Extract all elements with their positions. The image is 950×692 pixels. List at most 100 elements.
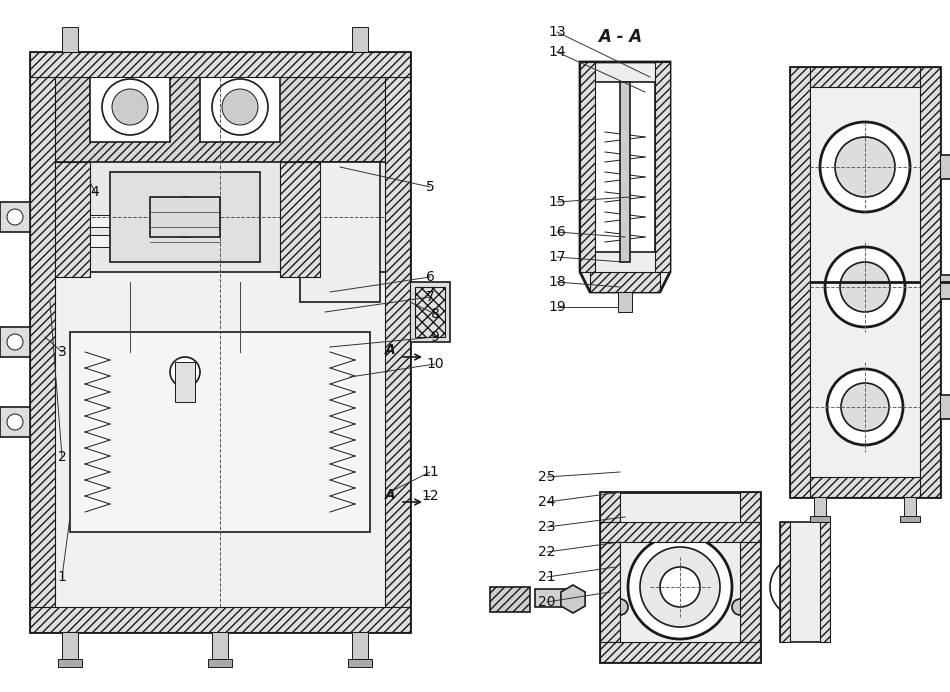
Bar: [62, 27, 78, 52]
Bar: [920, 67, 940, 497]
Bar: [490, 587, 530, 612]
Text: 20: 20: [539, 595, 556, 609]
Circle shape: [827, 369, 903, 445]
Bar: [50, 162, 90, 277]
Bar: [410, 282, 450, 342]
Bar: [595, 82, 655, 252]
Text: 7: 7: [426, 290, 434, 304]
Bar: [790, 67, 940, 87]
Text: 15: 15: [548, 195, 566, 209]
Text: 22: 22: [539, 545, 556, 559]
Bar: [820, 522, 830, 642]
Text: 14: 14: [548, 45, 566, 59]
Circle shape: [835, 137, 895, 197]
Circle shape: [102, 79, 158, 135]
Bar: [280, 162, 320, 277]
Bar: [40, 62, 400, 172]
Bar: [600, 642, 760, 662]
Bar: [208, 659, 232, 667]
Text: 25: 25: [539, 470, 556, 484]
Bar: [90, 72, 170, 142]
Polygon shape: [580, 62, 670, 292]
Text: 8: 8: [430, 307, 440, 321]
Text: 9: 9: [430, 330, 440, 344]
Circle shape: [7, 414, 23, 430]
Bar: [30, 607, 410, 632]
Circle shape: [825, 247, 905, 327]
Bar: [352, 632, 368, 662]
Text: 16: 16: [548, 225, 566, 239]
Bar: [790, 67, 940, 497]
Bar: [780, 522, 790, 642]
Bar: [175, 362, 195, 402]
Bar: [620, 82, 630, 262]
Bar: [30, 52, 410, 77]
Text: 4: 4: [90, 185, 100, 199]
Text: 1: 1: [58, 570, 66, 584]
Circle shape: [7, 334, 23, 350]
Bar: [60, 235, 110, 247]
Text: 18: 18: [548, 275, 566, 289]
Circle shape: [840, 262, 890, 312]
Bar: [590, 272, 660, 292]
Bar: [780, 522, 830, 642]
Text: 10: 10: [427, 357, 444, 371]
Bar: [655, 62, 670, 272]
Bar: [385, 52, 410, 632]
Bar: [348, 659, 372, 667]
Bar: [58, 659, 82, 667]
Text: 11: 11: [421, 465, 439, 479]
Bar: [0, 202, 30, 232]
Bar: [30, 52, 55, 632]
Bar: [790, 67, 810, 497]
Text: 12: 12: [421, 489, 439, 503]
Text: A: A: [385, 343, 396, 357]
Bar: [300, 162, 380, 302]
Bar: [535, 589, 565, 607]
Bar: [0, 407, 30, 437]
Bar: [790, 477, 940, 497]
Bar: [900, 516, 920, 522]
Text: A - A: A - A: [598, 28, 642, 46]
Bar: [618, 292, 632, 312]
Bar: [904, 497, 916, 517]
Bar: [200, 72, 280, 142]
Circle shape: [173, 205, 197, 229]
Circle shape: [841, 383, 889, 431]
Bar: [600, 492, 760, 662]
Bar: [814, 497, 826, 517]
Bar: [150, 197, 220, 237]
Text: 3: 3: [58, 345, 66, 359]
Bar: [415, 287, 445, 337]
Circle shape: [222, 89, 258, 125]
Bar: [580, 62, 595, 272]
Bar: [50, 162, 390, 272]
Circle shape: [820, 122, 910, 212]
Bar: [60, 215, 110, 227]
Bar: [600, 492, 620, 662]
Text: 13: 13: [548, 25, 566, 39]
Bar: [0, 327, 30, 357]
Circle shape: [617, 274, 633, 290]
Polygon shape: [560, 585, 585, 613]
Bar: [62, 632, 78, 662]
Text: 6: 6: [426, 270, 434, 284]
Circle shape: [660, 567, 700, 607]
Bar: [810, 516, 830, 522]
Text: 19: 19: [548, 300, 566, 314]
Circle shape: [7, 209, 23, 225]
Circle shape: [170, 357, 200, 387]
Circle shape: [628, 535, 732, 639]
Circle shape: [165, 197, 205, 237]
Circle shape: [112, 89, 148, 125]
Bar: [212, 632, 228, 662]
Bar: [30, 52, 410, 632]
Bar: [600, 522, 760, 542]
Text: 24: 24: [539, 495, 556, 509]
Text: 23: 23: [539, 520, 556, 534]
Circle shape: [732, 599, 748, 615]
Circle shape: [770, 557, 830, 617]
Bar: [110, 172, 260, 262]
Bar: [70, 332, 370, 532]
Bar: [940, 275, 950, 299]
